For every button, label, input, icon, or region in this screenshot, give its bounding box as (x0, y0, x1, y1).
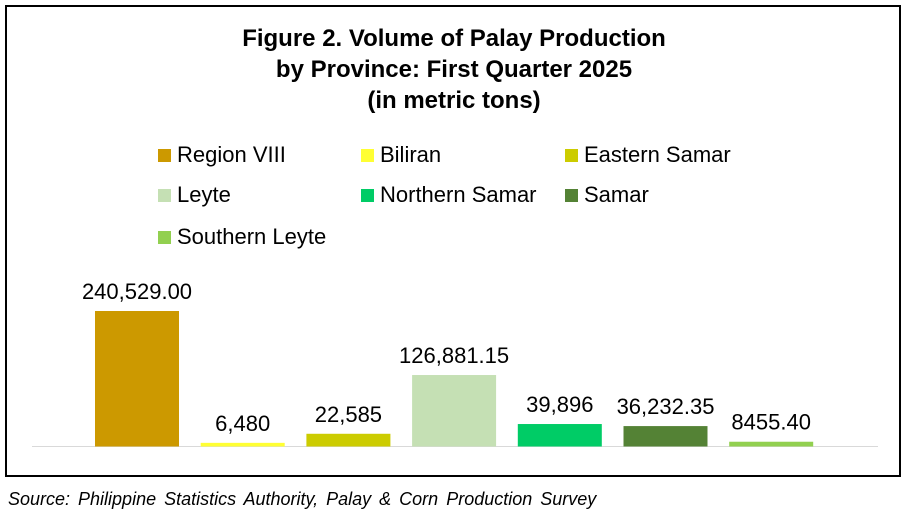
legend-swatch (158, 148, 171, 162)
legend-swatch (361, 148, 374, 162)
legend-item-region-viii: Region VIII (158, 141, 286, 169)
bar-northern-samar (517, 424, 602, 447)
legend-label: Leyte (177, 182, 231, 207)
legend-swatch (565, 188, 578, 202)
legend-item-leyte: Leyte (158, 181, 231, 209)
bar-leyte (412, 375, 497, 447)
legend-label: Biliran (380, 142, 442, 167)
data-label: 36,232.35 (617, 394, 715, 419)
legend-item-southern-leyte: Southern Leyte (158, 223, 326, 251)
chart-title: Figure 2. Volume of Palay Production by … (0, 23, 908, 116)
bar-biliran (200, 442, 285, 447)
data-label: 8455.40 (731, 410, 811, 435)
title-line-1: Figure 2. Volume of Palay Production (242, 25, 666, 52)
data-label: 6,480 (215, 411, 270, 436)
legend-label: Region VIII (177, 142, 286, 167)
legend-item-biliran: Biliran (361, 141, 441, 169)
legend-item-northern-samar: Northern Samar (361, 181, 537, 209)
legend-item-eastern-samar: Eastern Samar (565, 141, 731, 169)
data-label: 22,585 (315, 402, 382, 427)
legend-swatch (565, 148, 578, 162)
data-label: 240,529.00 (82, 279, 192, 304)
bar-southern-leyte (729, 441, 814, 447)
legend-swatch (158, 188, 171, 202)
source-note: Source: Philippine Statistics Authority,… (8, 489, 597, 509)
bar-eastern-samar (306, 433, 391, 447)
bar-region-viii (95, 311, 179, 447)
legend-label: Eastern Samar (584, 142, 731, 167)
legend-label: Samar (584, 182, 649, 207)
data-label: 126,881.15 (399, 343, 509, 368)
legend-swatch (361, 188, 374, 202)
legend-item-samar: Samar (565, 181, 649, 209)
legend-label: Southern Leyte (177, 224, 327, 249)
data-label: 39,896 (526, 392, 593, 417)
legend-swatch (158, 230, 171, 244)
title-line-2: by Province: First Quarter 2025 (275, 56, 633, 83)
bar-samar (623, 426, 708, 447)
title-line-3: (in metric tons) (367, 87, 541, 114)
legend-label: Northern Samar (380, 182, 537, 207)
